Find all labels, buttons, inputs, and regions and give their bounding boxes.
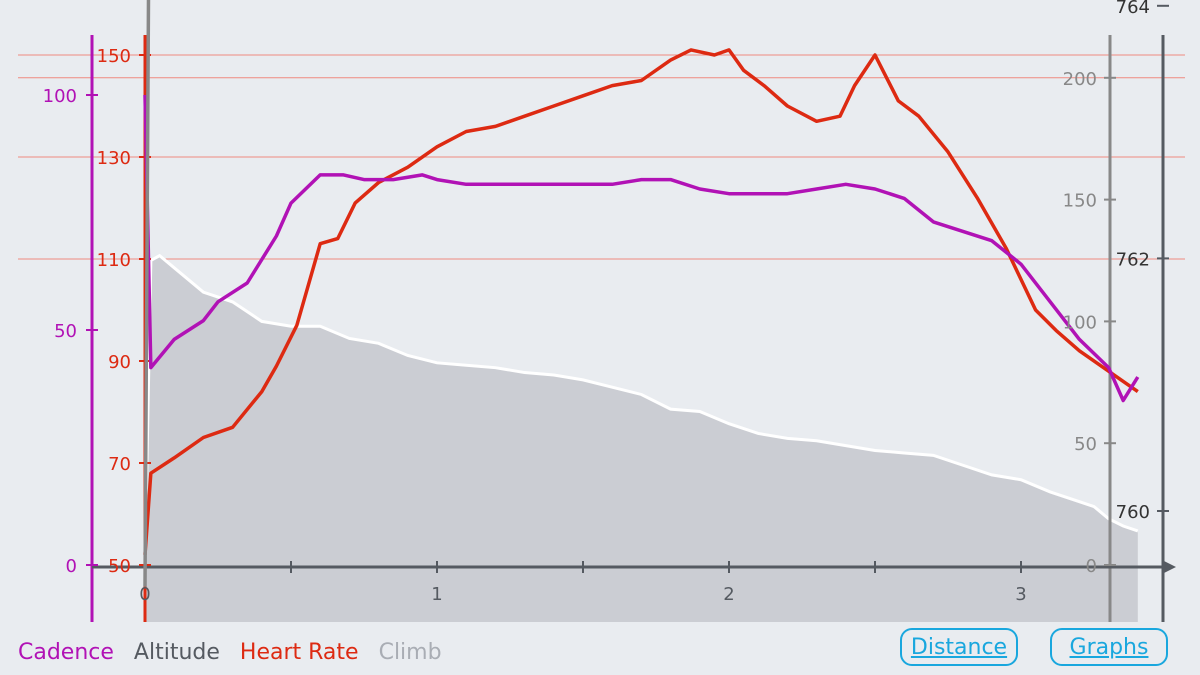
legend-heart-rate: Heart Rate (239, 640, 359, 665)
heart-rate-tick-label: 150 (97, 46, 131, 67)
heart-rate-tick-label: 70 (108, 454, 131, 475)
heart-rate-tick-label: 110 (97, 250, 131, 271)
heart-rate-line (143, 48, 1139, 555)
x-axis-arrow (1164, 561, 1176, 573)
climb-area-layer (143, 253, 1139, 622)
heart-rate-tick-label: 50 (108, 556, 131, 577)
altitude-tick-label: 760 (1116, 502, 1150, 523)
tick-labels: 0 1 2 3 50 70 90 110 130 150 0 50 100 0 50 100 150 200 760… (43, 0, 1150, 605)
climb-tick-label: 200 (1063, 69, 1097, 90)
legend-cadence: Cadence (18, 640, 114, 665)
series-lines (143, 0, 1140, 587)
distance-button[interactable]: Distance (900, 628, 1018, 666)
altitude-tick-label: 762 (1116, 249, 1150, 270)
gridlines (18, 54, 1185, 260)
climb-line (143, 253, 1139, 566)
climb-area (145, 255, 1138, 622)
legend-altitude: Altitude (133, 640, 220, 665)
climb-tick-label: 100 (1063, 312, 1097, 333)
heart-rate-tick-label: 130 (97, 148, 131, 169)
altitude-tick-label: 764 (1116, 0, 1150, 18)
climb-tick-label: 150 (1063, 191, 1097, 212)
graphs-button[interactable]: Graphs (1050, 628, 1168, 666)
chart-canvas: 0 1 2 3 50 70 90 110 130 150 0 50 100 0 50 100 150 200 760… (18, 0, 1185, 622)
climb-tick-label: 50 (1074, 434, 1097, 455)
legend-climb: Climb (378, 640, 442, 665)
cadence-tick-label: 100 (43, 86, 77, 107)
x-tick-label: 0 (139, 584, 150, 605)
legend: Cadence Altitude Heart Rate Climb (18, 640, 442, 665)
heart-rate-tick-label: 90 (108, 352, 131, 373)
x-tick-label: 3 (1015, 584, 1026, 605)
cadence-tick-label: 0 (66, 556, 77, 577)
cadence-line (143, 94, 1140, 403)
x-tick-label: 1 (431, 584, 442, 605)
climb-tick-label: 0 (1086, 556, 1097, 577)
x-tick-label: 2 (723, 584, 734, 605)
cadence-tick-label: 50 (54, 321, 77, 342)
